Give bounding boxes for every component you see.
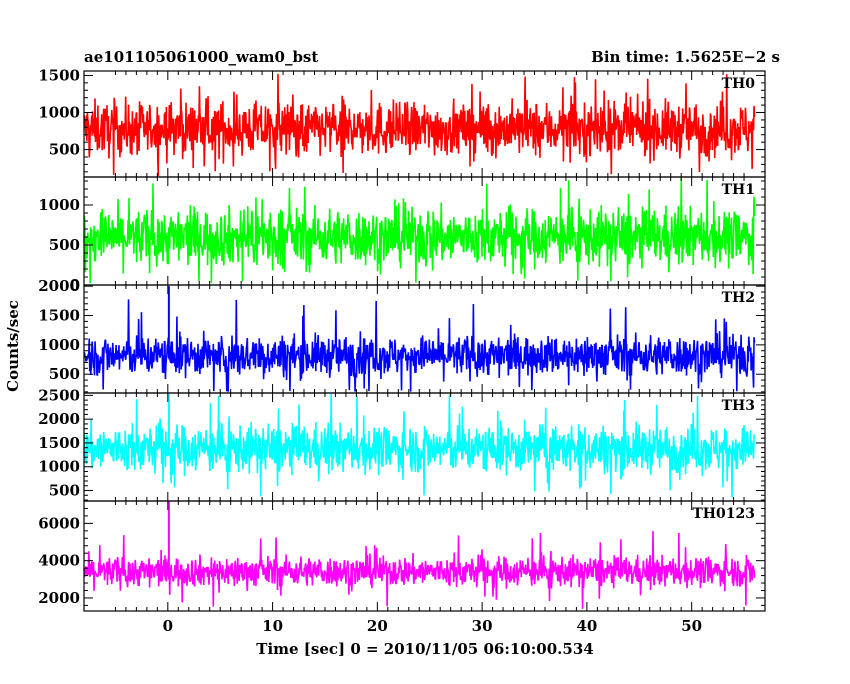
y-tick-label-TH2: 1500 — [38, 307, 80, 325]
y-tick-label-TH0123: 6000 — [38, 514, 80, 532]
x-tick-label: 50 — [681, 617, 702, 635]
y-tick-label-TH1: 0 — [70, 276, 80, 294]
trace-TH0 — [83, 73, 756, 177]
y-axis-label: Counts/sec — [4, 300, 22, 392]
y-tick-label-TH0: 500 — [49, 141, 80, 159]
y-tick-label-TH0: 1500 — [38, 66, 80, 84]
chart-title: ae101105061000_wam0_bst — [84, 48, 318, 66]
y-tick-label-TH3: 2000 — [38, 410, 80, 428]
panel-label-TH3: TH3 — [722, 398, 755, 414]
y-tick-label-TH3: 500 — [49, 482, 80, 500]
y-tick-label-TH0123: 4000 — [38, 552, 80, 570]
x-tick-label: 10 — [262, 617, 283, 635]
trace-TH0123 — [83, 531, 756, 609]
x-tick-label: 40 — [576, 617, 597, 635]
panel-label-TH0: TH0 — [722, 76, 756, 92]
y-tick-label-TH1: 500 — [49, 236, 80, 254]
x-tick-label: 30 — [472, 617, 493, 635]
panel-TH0: 500 1000 1500 TH0 — [38, 66, 766, 178]
x-tick-label: 20 — [367, 617, 388, 635]
y-tick-label-TH2: 1000 — [38, 336, 80, 354]
panel-label-TH1: TH1 — [722, 182, 755, 198]
x-tick-label: 0 — [163, 617, 173, 635]
panel-TH1: 0 500 1000 TH1 — [38, 176, 766, 294]
y-tick-label-TH0123: 2000 — [38, 589, 80, 607]
y-tick-label-TH3: 1000 — [38, 458, 80, 476]
y-tick-label-TH1: 1000 — [38, 196, 80, 214]
panel-TH2: 500 1000 1500 2000 TH2 — [38, 277, 766, 394]
y-tick-label-TH3: 2500 — [38, 386, 80, 404]
panel-TH0123: 2000 4000 6000 TH0123 — [38, 500, 766, 612]
y-tick-label-TH0: 1000 — [38, 104, 80, 122]
x-axis-label: Time [sec] 0 = 2010/11/05 06:10:00.534 — [256, 640, 593, 658]
bin-time-label: Bin time: 1.5625E−2 s — [591, 48, 780, 66]
trace-TH3 — [83, 393, 755, 498]
trace-TH2 — [83, 299, 756, 392]
y-tick-label-TH2: 2000 — [38, 277, 80, 295]
trace-TH1 — [83, 177, 756, 284]
panel-frame-TH0123 — [83, 500, 766, 612]
y-tick-label-TH2: 500 — [49, 365, 80, 383]
panel-label-TH2: TH2 — [722, 290, 755, 306]
panel-label-TH0123: TH0123 — [692, 506, 755, 522]
y-tick-label-TH3: 1500 — [38, 434, 80, 452]
panel-TH3: 500 1000 1500 2000 2500 TH3 — [38, 386, 766, 502]
